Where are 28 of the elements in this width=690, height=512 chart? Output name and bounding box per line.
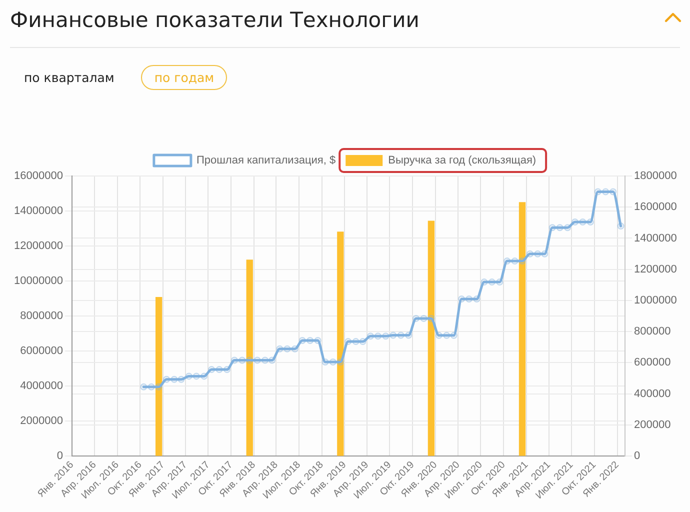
y-tick-label: 4000000 bbox=[20, 380, 63, 392]
bar bbox=[337, 232, 344, 456]
bar bbox=[518, 202, 526, 456]
legend-label: Выручка за год (скользящая) bbox=[388, 154, 536, 167]
y-tick-label: 12000000 bbox=[14, 240, 63, 252]
bar bbox=[428, 220, 435, 456]
chart-title: Финансовые показатели Технологии bbox=[10, 7, 420, 34]
y-tick-label: 14000000 bbox=[14, 205, 63, 218]
y2-tick-label: 400000 bbox=[634, 388, 671, 400]
y-tick-label: 2000000 bbox=[20, 415, 63, 428]
y2-tick-label: 1800000 bbox=[634, 170, 677, 182]
y-tick-label: 8000000 bbox=[20, 310, 63, 322]
tab[interactable]: по кварталам bbox=[24, 66, 114, 88]
y2-tick-label: 1400000 bbox=[634, 232, 677, 244]
y2-tick-label: 1000000 bbox=[634, 294, 677, 306]
y2-tick-label: 200000 bbox=[634, 418, 671, 431]
y-tick-label: 6000000 bbox=[20, 345, 63, 358]
y2-tick-label: 0 bbox=[634, 450, 640, 462]
legend-label: Прошлая капитализация, $ bbox=[196, 154, 336, 167]
y-tick-label: 10000000 bbox=[14, 275, 63, 288]
y2-tick-label: 1600000 bbox=[634, 201, 677, 214]
y-tick-label: 16000000 bbox=[14, 170, 63, 182]
bar bbox=[246, 260, 253, 456]
bar bbox=[155, 297, 162, 456]
y2-tick-label: 800000 bbox=[634, 326, 671, 338]
y-tick-label: 0 bbox=[56, 450, 63, 462]
y2-tick-label: 600000 bbox=[634, 356, 671, 369]
y2-tick-label: 1200000 bbox=[634, 263, 677, 276]
